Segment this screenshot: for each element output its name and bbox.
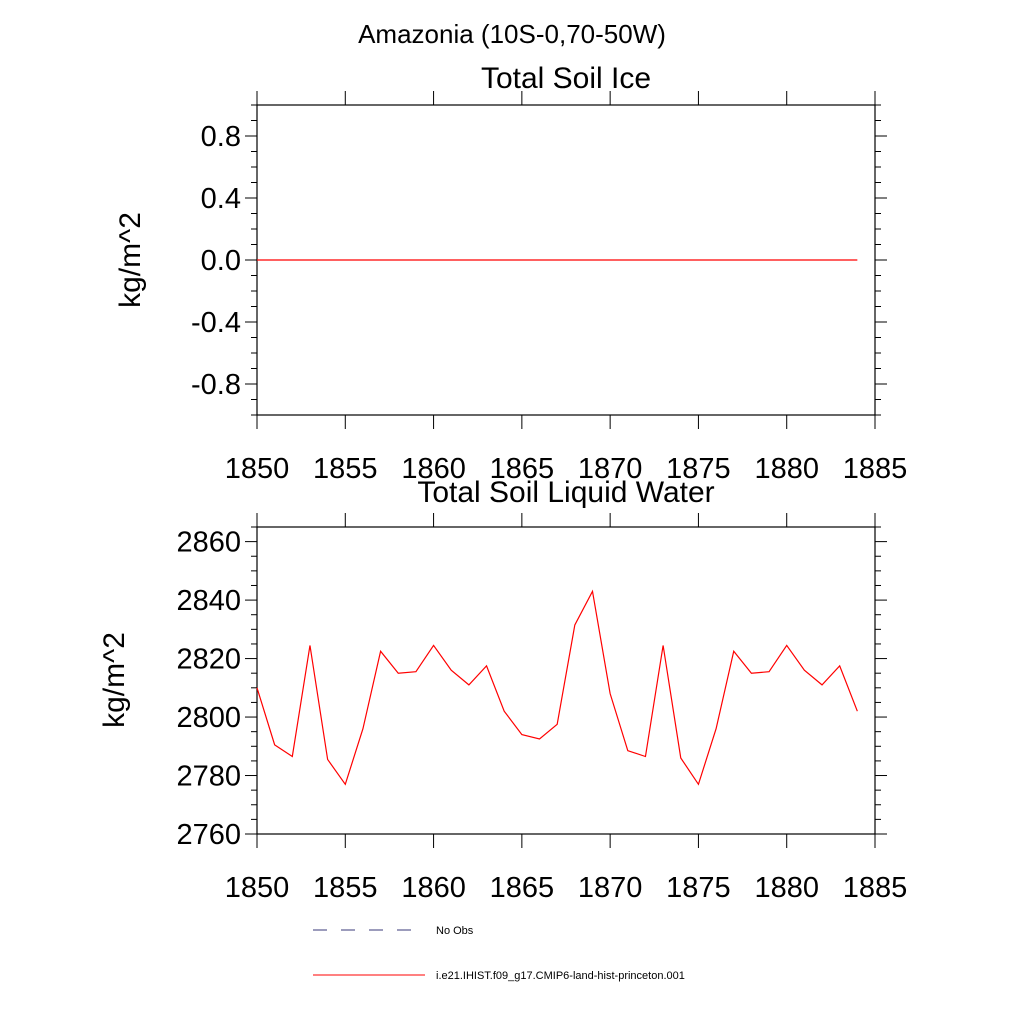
x-tick-label: 1870 [578, 453, 643, 485]
y-tick-label: 0.0 [201, 245, 241, 277]
y-axis-label: kg/m^2 [98, 632, 131, 728]
x-tick-label: 1875 [666, 872, 731, 904]
x-tick-label: 1860 [401, 453, 466, 485]
axis-ticks [245, 91, 887, 429]
x-tick-label: 1885 [843, 453, 908, 485]
x-tick-label: 1865 [490, 453, 555, 485]
panel-title: Total Soil Ice [481, 62, 651, 95]
x-tick-label: 1875 [666, 453, 731, 485]
series-layer [256, 589, 858, 786]
tick-labels: 2860 2840 2820 2800 2780 2760 1850 1855 1860 1865… [176, 527, 907, 904]
x-tick-label: 1880 [754, 872, 819, 904]
x-tick-label: 1855 [313, 872, 378, 904]
y-tick-label: 0.4 [201, 183, 241, 215]
panel-title: Total Soil Liquid Water [417, 476, 714, 509]
y-axis-label: kg/m^2 [114, 212, 147, 308]
tick-labels: 0.8 0.4 0.0 -0.4 -0.8 1850 1855 1860 1865 1870 187… [191, 121, 907, 485]
y-tick-label: 2860 [176, 527, 241, 559]
series-line [256, 589, 858, 786]
plot-frame [256, 526, 876, 835]
x-tick-label: 1860 [401, 872, 466, 904]
y-tick-label: 2800 [176, 702, 241, 734]
x-tick-label: 1870 [578, 872, 643, 904]
panel-soil-liquid-water: Total Soil Liquid Water kg/m^2 286028402… [98, 476, 907, 904]
x-tick-label: 1850 [225, 453, 290, 485]
y-tick-label: 0.8 [201, 121, 241, 153]
y-tick-label: 2820 [176, 644, 241, 676]
y-tick-label: 2760 [176, 819, 241, 851]
y-tick-label: -0.8 [191, 369, 241, 401]
x-tick-label: 1885 [843, 872, 908, 904]
y-tick-label: 2840 [176, 585, 241, 617]
y-tick-label: 2780 [176, 761, 241, 793]
legend-label-no-obs: No Obs [436, 925, 474, 937]
panel-soil-ice: Total Soil Ice kg/m^2 0.8 0.4 0.0 -0.4 -0.8 1… [114, 62, 907, 485]
y-tick-label: -0.4 [191, 307, 241, 339]
figure-suptitle: Amazonia (10S-0,70-50W) [358, 19, 666, 49]
x-tick-label: 1880 [754, 453, 819, 485]
legend-label-model-run: i.e21.IHIST.f09_g17.CMIP6-land-hist-prin… [436, 970, 685, 982]
x-tick-label: 1865 [490, 872, 555, 904]
legend: No Obs i.e21.IHIST.f09_g17.CMIP6-land-hi… [313, 925, 685, 982]
axis-ticks [245, 513, 887, 848]
x-tick-label: 1855 [313, 453, 378, 485]
x-tick-label: 1850 [225, 872, 290, 904]
